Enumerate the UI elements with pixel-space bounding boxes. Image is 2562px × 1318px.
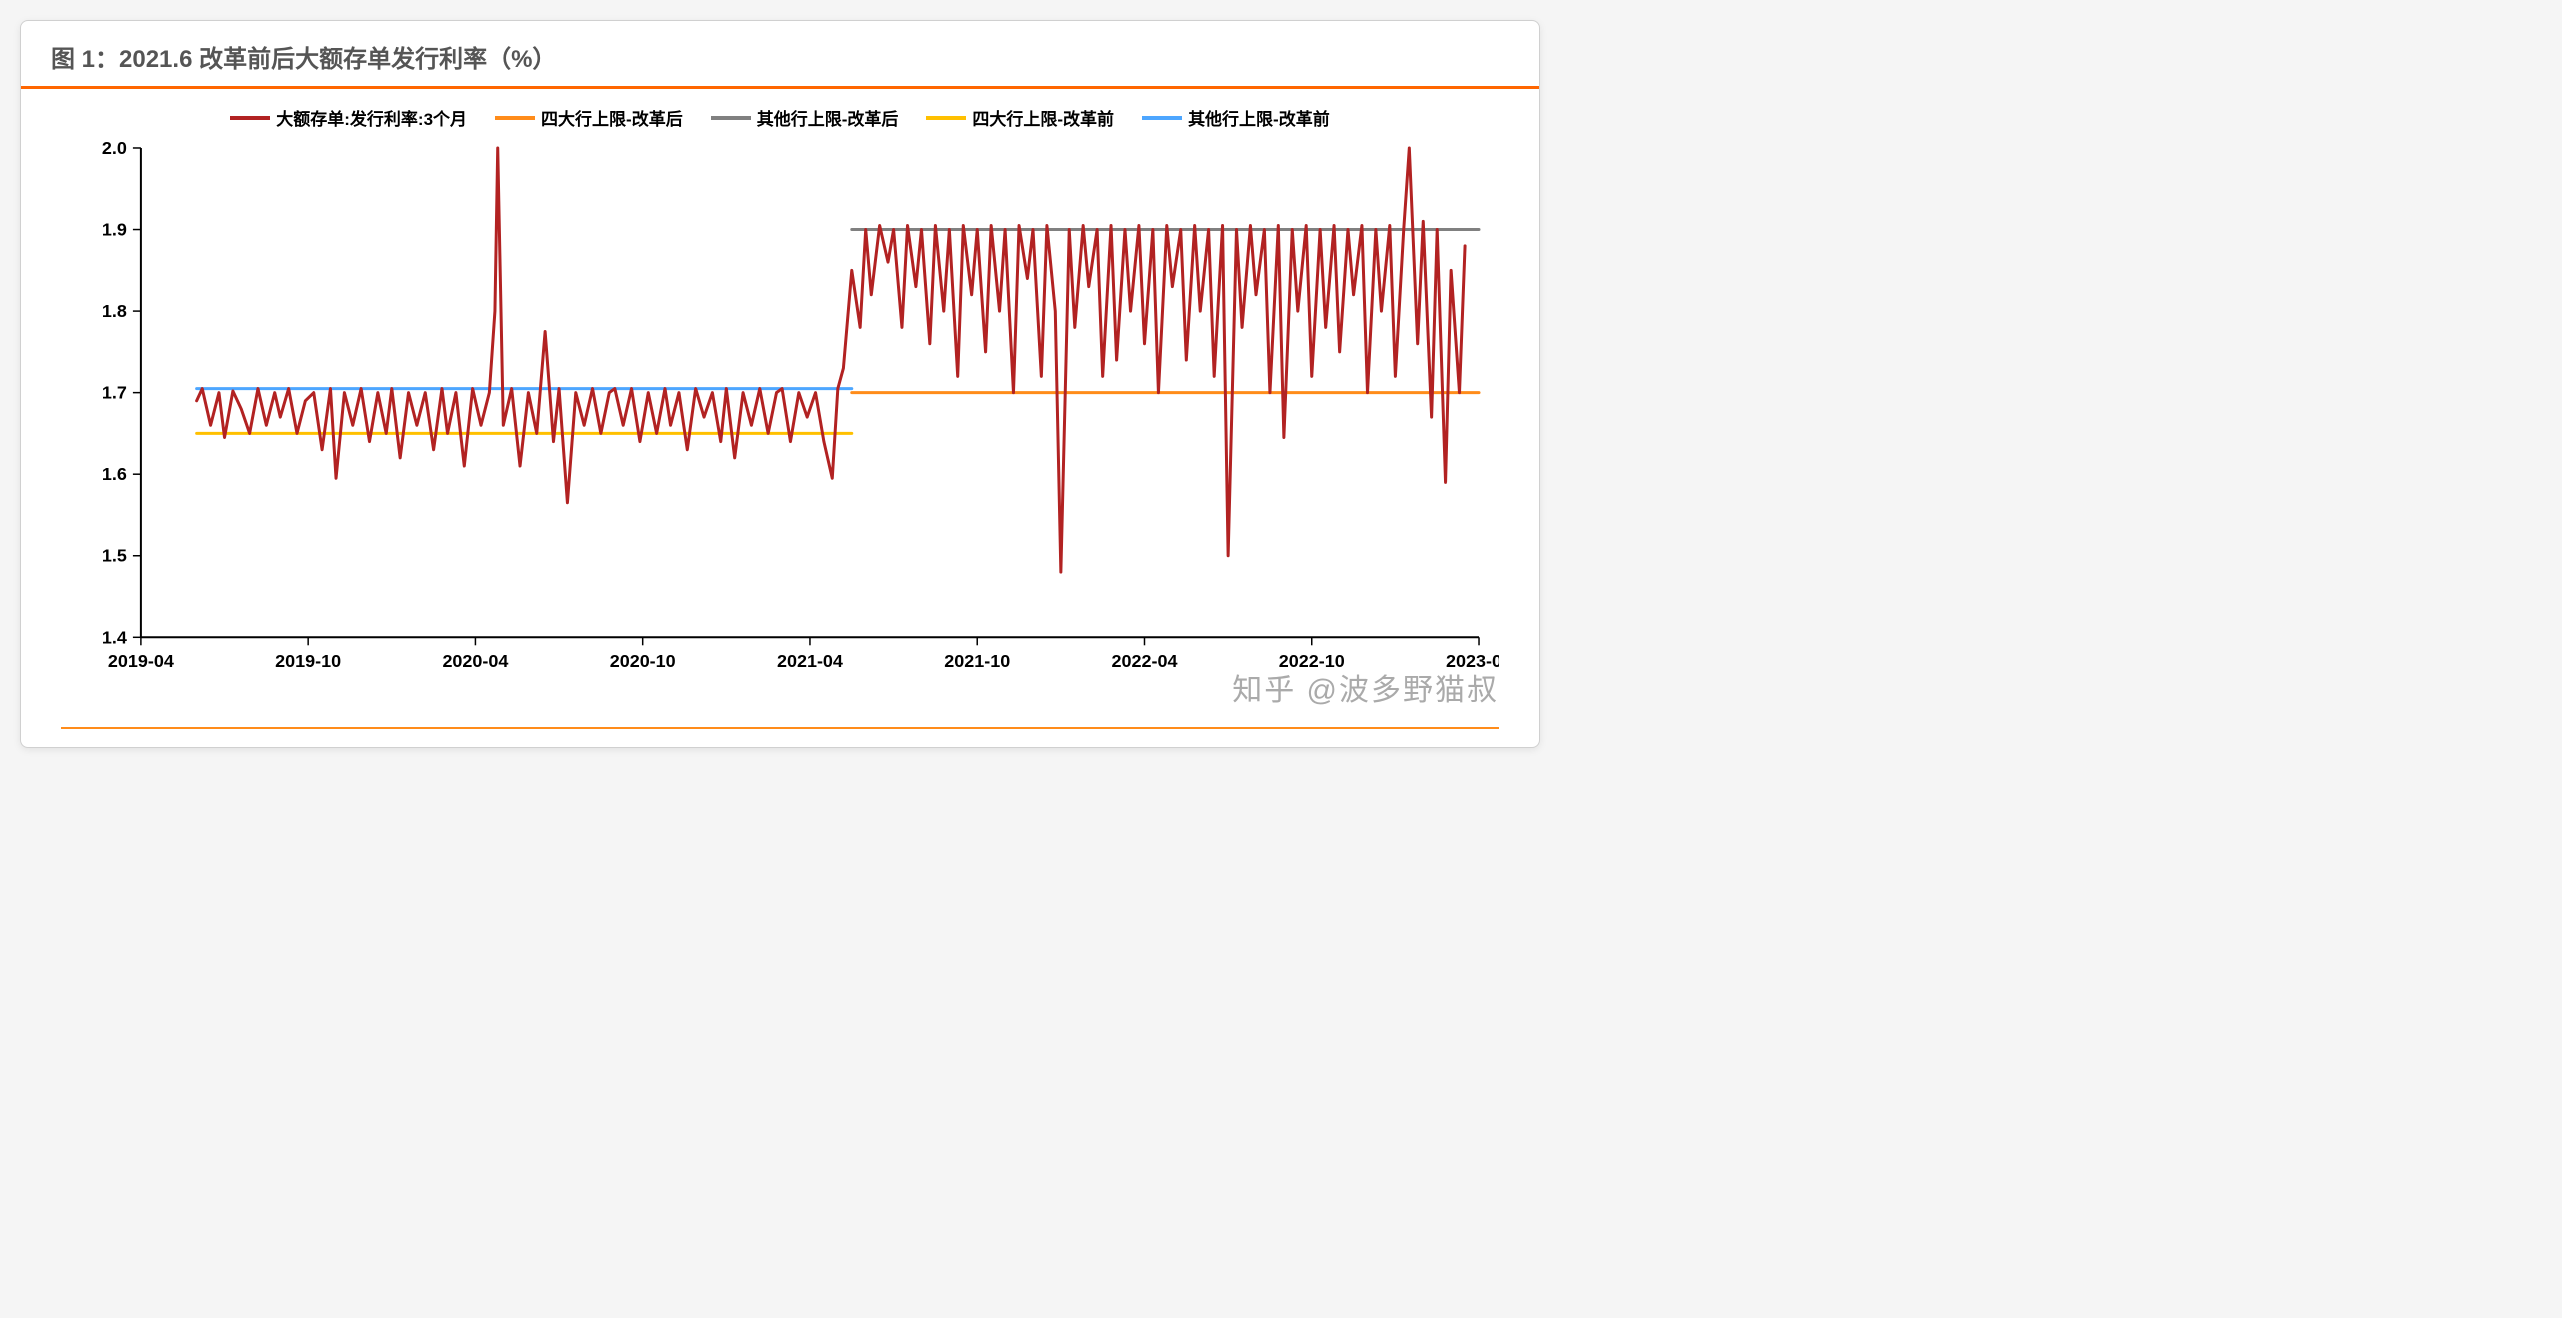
chart-svg: 1.4 1.5 1.6 1.7 1.8 1.9 2.0 2019-04 2019-10 2020-… (61, 138, 1499, 697)
legend-swatch (230, 116, 270, 120)
x-tick-label: 2022-04 (1112, 651, 1178, 671)
legend-item: 四大行上限-改革后 (495, 105, 683, 130)
legend-label: 其他行上限-改革后 (757, 105, 899, 130)
y-tick-label: 1.5 (102, 546, 127, 566)
chart-card: 图 1：2021.6 改革前后大额存单发行利率（%） 大额存单:发行利率:3个月… (20, 20, 1540, 748)
x-tick-label: 2021-10 (944, 651, 1010, 671)
legend-label: 其他行上限-改革前 (1188, 105, 1330, 130)
series-line (197, 148, 1465, 572)
x-tick-label: 2019-10 (275, 651, 341, 671)
legend-swatch (1142, 116, 1182, 120)
x-tick-label: 2020-10 (610, 651, 676, 671)
y-tick-label: 1.4 (102, 627, 127, 647)
x-tick-label: 2019-04 (108, 651, 174, 671)
legend-label: 四大行上限-改革后 (541, 105, 683, 130)
chart-legend: 大额存单:发行利率:3个月 四大行上限-改革后 其他行上限-改革后 四大行上限-改革前… (21, 89, 1539, 138)
legend-item: 其他行上限-改革后 (711, 105, 899, 130)
plot-area: 1.4 1.5 1.6 1.7 1.8 1.9 2.0 2019-04 2019-10 2020-… (21, 138, 1539, 717)
x-tick-label: 2023-04 (1446, 651, 1499, 671)
legend-item: 大额存单:发行利率:3个月 (230, 105, 467, 130)
legend-swatch (926, 116, 966, 120)
y-tick-label: 1.6 (102, 464, 127, 484)
legend-item: 其他行上限-改革前 (1142, 105, 1330, 130)
y-tick-label: 1.8 (102, 301, 127, 321)
legend-label: 大额存单:发行利率:3个月 (276, 105, 467, 130)
y-tick-label: 2.0 (102, 138, 127, 158)
legend-label: 四大行上限-改革前 (972, 105, 1114, 130)
legend-swatch (495, 116, 535, 120)
chart-title: 图 1：2021.6 改革前后大额存单发行利率（%） (21, 21, 1539, 89)
x-tick-label: 2022-10 (1279, 651, 1345, 671)
legend-item: 四大行上限-改革前 (926, 105, 1114, 130)
y-tick-label: 1.9 (102, 220, 127, 240)
x-tick-label: 2021-04 (777, 651, 843, 671)
legend-swatch (711, 116, 751, 120)
x-tick-label: 2020-04 (442, 651, 508, 671)
y-tick-label: 1.7 (102, 383, 127, 403)
bottom-rule (61, 727, 1499, 729)
